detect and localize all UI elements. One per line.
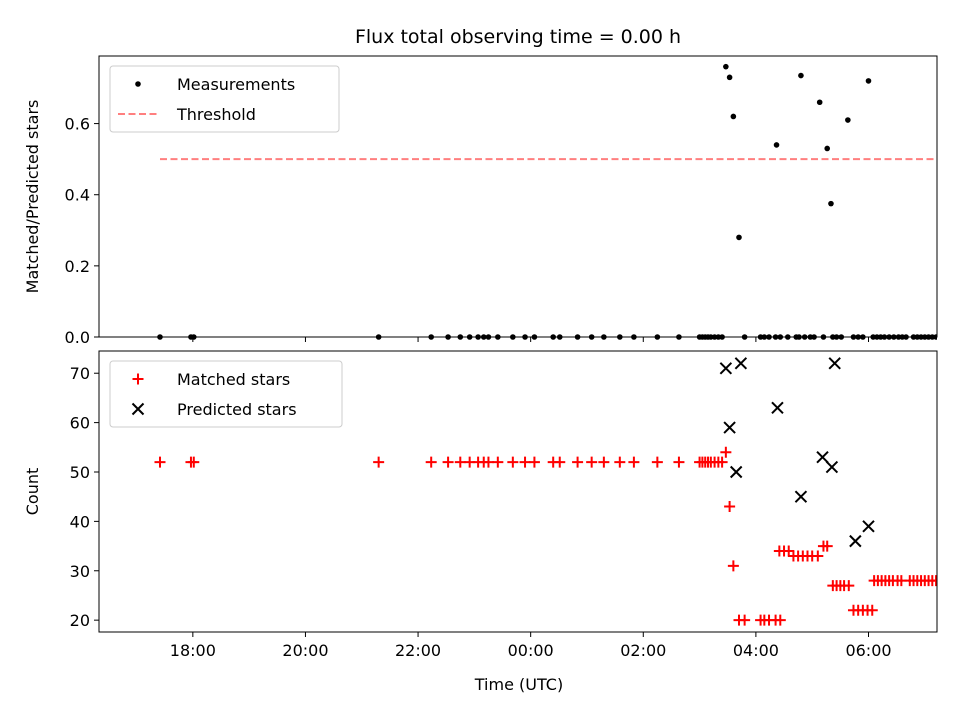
ratio-panel: 0.0 0.2 0.4 0.6 Matched/Predicted stars Measu… bbox=[23, 55, 938, 347]
y-axis-label: Matched/Predicted stars bbox=[23, 100, 42, 294]
count-panel: 18:00 20:00 22:00 00:00 02:00 04:00 06:00 20 30 4… bbox=[23, 350, 938, 694]
matched-stars-point bbox=[373, 456, 385, 468]
matched-stars-point bbox=[739, 614, 751, 626]
predicted-stars-point bbox=[723, 421, 736, 434]
legend-label: Threshold bbox=[176, 105, 256, 124]
legend-label: Predicted stars bbox=[177, 400, 297, 419]
y-tick-label: 40 bbox=[70, 512, 90, 531]
y-tick-label: 50 bbox=[70, 463, 90, 482]
predicted-stars-point bbox=[794, 490, 808, 503]
matched-stars-point bbox=[519, 456, 531, 468]
axes-frame bbox=[98, 350, 938, 633]
matched-stars-point bbox=[492, 456, 504, 468]
matched-stars-point bbox=[866, 604, 878, 616]
measurements-point bbox=[845, 117, 851, 123]
matched-stars-point bbox=[812, 550, 824, 562]
matched-stars-point bbox=[774, 614, 786, 626]
y-tick-label: 0.2 bbox=[65, 257, 90, 276]
legend-label: Measurements bbox=[177, 75, 295, 94]
matched-stars-point bbox=[716, 456, 728, 468]
predicted-stars-point bbox=[828, 357, 841, 370]
matched-stars-point bbox=[673, 456, 685, 468]
measurements-point bbox=[773, 142, 780, 148]
y-tick-label: 20 bbox=[70, 611, 90, 630]
x-tick-label: 22:00 bbox=[395, 641, 441, 660]
x-tick-label: 04:00 bbox=[733, 641, 779, 660]
matched-stars-point bbox=[154, 456, 166, 468]
measurements-point bbox=[828, 200, 834, 207]
y-tick-label: 0.4 bbox=[65, 186, 90, 205]
predicted-stars-point bbox=[825, 460, 839, 474]
matched-stars-point bbox=[843, 580, 855, 592]
plot-area bbox=[154, 357, 937, 626]
measurements-point bbox=[816, 99, 823, 106]
matched-stars-point bbox=[628, 456, 640, 468]
legend-label: Matched stars bbox=[177, 370, 290, 389]
matched-stars-legend-handle bbox=[132, 373, 144, 385]
y-tick-label: 70 bbox=[70, 364, 90, 383]
measurements-point bbox=[798, 72, 804, 79]
matched-stars-point bbox=[482, 456, 494, 468]
predicted-stars-point bbox=[862, 520, 875, 533]
measurements-legend-handle bbox=[135, 81, 141, 87]
matched-stars-point bbox=[528, 456, 540, 468]
matched-stars-point bbox=[454, 456, 466, 468]
matched-stars-point bbox=[720, 446, 732, 458]
x-tick-label: 06:00 bbox=[845, 641, 891, 660]
legend-box bbox=[109, 360, 343, 428]
y-tick-label: 0.6 bbox=[65, 115, 90, 134]
predicted-stars-point bbox=[771, 401, 784, 415]
measurements-point bbox=[824, 145, 831, 152]
matched-stars-point bbox=[614, 456, 626, 468]
x-tick-label: 00:00 bbox=[508, 641, 554, 660]
matched-stars-point bbox=[425, 456, 437, 468]
y-tick-label: 30 bbox=[70, 562, 90, 581]
matched-stars-point bbox=[651, 456, 663, 468]
matched-stars-point bbox=[554, 456, 566, 468]
x-tick-label: 18:00 bbox=[170, 641, 216, 660]
y-axis-label: Count bbox=[23, 468, 42, 516]
legend-box bbox=[109, 65, 340, 133]
y-tick-label: 60 bbox=[70, 414, 90, 433]
figure-title: Flux total observing time = 0.00 h bbox=[355, 26, 681, 48]
measurements-point bbox=[723, 63, 729, 70]
y-tick-label: 0.0 bbox=[65, 328, 90, 347]
matched-stars-point bbox=[586, 456, 598, 468]
predicted-stars-point bbox=[719, 362, 733, 375]
predicted-stars-point bbox=[729, 465, 743, 479]
predicted-stars-legend-handle bbox=[131, 402, 145, 416]
predicted-stars-point bbox=[816, 450, 829, 464]
matched-stars-point bbox=[724, 501, 736, 513]
matched-stars-point bbox=[598, 456, 610, 468]
x-tick-label: 02:00 bbox=[620, 641, 666, 660]
x-axis-label: Time (UTC) bbox=[474, 675, 563, 694]
measurements-point bbox=[865, 78, 872, 84]
matched-stars-point bbox=[930, 575, 937, 587]
x-tick-label: 20:00 bbox=[282, 641, 328, 660]
matched-stars-point bbox=[507, 456, 519, 468]
matched-stars-point bbox=[727, 560, 739, 572]
measurements-point bbox=[730, 113, 737, 120]
matched-stars-point bbox=[821, 540, 833, 552]
matched-stars-point bbox=[188, 456, 200, 468]
measurements-point bbox=[736, 234, 742, 241]
predicted-stars-point bbox=[849, 534, 862, 548]
matched-stars-point bbox=[442, 456, 454, 468]
predicted-stars-point bbox=[734, 357, 748, 370]
matched-stars-point bbox=[783, 545, 795, 557]
axes-frame bbox=[98, 55, 938, 338]
measurements-point bbox=[726, 74, 733, 81]
matched-stars-point bbox=[572, 456, 584, 468]
